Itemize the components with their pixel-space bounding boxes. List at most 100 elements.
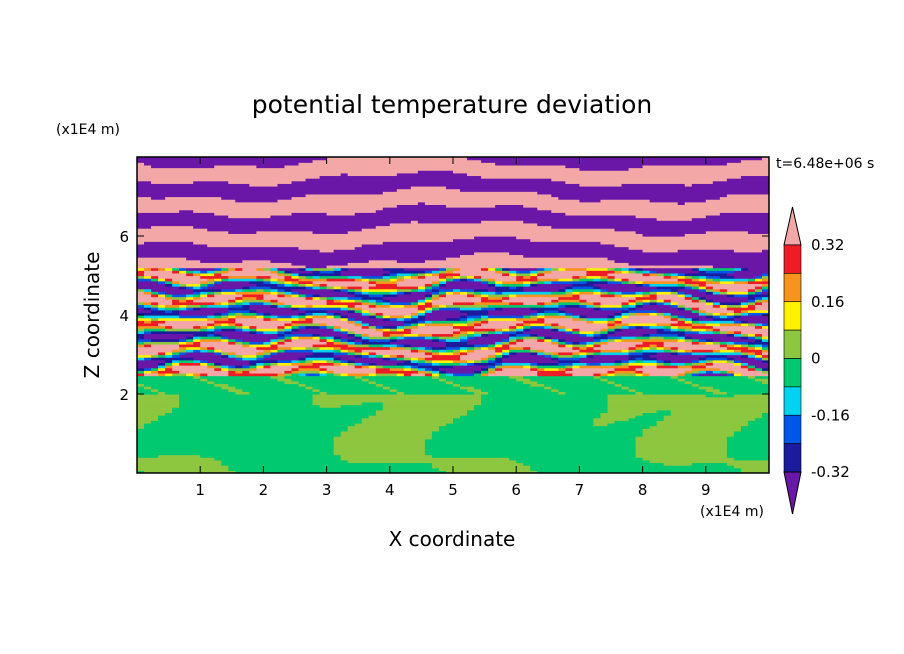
colorbar-segment bbox=[783, 244, 802, 274]
field-cell bbox=[333, 288, 342, 292]
field-cell bbox=[628, 359, 637, 363]
field-cell bbox=[263, 354, 272, 358]
field-cell bbox=[291, 346, 307, 350]
field-cell bbox=[137, 391, 159, 395]
field-cell bbox=[438, 293, 447, 298]
field-cell bbox=[396, 343, 405, 348]
field-cell bbox=[698, 357, 707, 361]
field-cell bbox=[467, 362, 475, 366]
field-cell bbox=[200, 280, 208, 284]
field-cell bbox=[726, 438, 769, 442]
field-cell bbox=[572, 365, 580, 369]
field-cell bbox=[312, 304, 349, 308]
field-cell bbox=[537, 283, 573, 287]
field-cell bbox=[474, 404, 609, 408]
field-cell bbox=[754, 275, 763, 279]
field-cell bbox=[186, 257, 447, 261]
field-cell bbox=[347, 351, 356, 356]
field-cell bbox=[403, 333, 419, 337]
field-cell bbox=[649, 199, 707, 203]
field-cell bbox=[642, 457, 735, 461]
field-cell bbox=[516, 293, 573, 298]
field-cell bbox=[347, 372, 370, 377]
field-cell bbox=[424, 446, 637, 450]
field-cell bbox=[607, 378, 679, 382]
field-cell bbox=[368, 336, 391, 340]
field-cell bbox=[586, 346, 595, 350]
field-cell bbox=[284, 164, 566, 169]
field-cell bbox=[445, 380, 454, 385]
field-cell bbox=[410, 322, 419, 327]
field-cell bbox=[151, 275, 159, 279]
field-cell bbox=[635, 312, 651, 316]
field-cell bbox=[642, 299, 651, 303]
field-cell bbox=[137, 454, 159, 458]
field-cell bbox=[705, 301, 714, 306]
field-cell bbox=[214, 365, 222, 369]
field-cell bbox=[172, 296, 187, 300]
field-cell bbox=[656, 299, 665, 303]
field-cell bbox=[137, 430, 342, 435]
field-cell bbox=[558, 299, 580, 303]
field-cell bbox=[221, 301, 229, 306]
field-cell bbox=[516, 338, 524, 342]
field-cell bbox=[137, 199, 236, 203]
field-cell bbox=[270, 341, 279, 345]
field-cell bbox=[179, 312, 215, 316]
field-cell bbox=[663, 299, 672, 303]
field-cell bbox=[298, 370, 321, 374]
field-cell bbox=[502, 299, 552, 303]
field-cell bbox=[488, 365, 496, 369]
field-cell bbox=[761, 249, 769, 253]
field-cell bbox=[333, 336, 342, 340]
field-cell bbox=[354, 338, 363, 342]
field-cell bbox=[221, 322, 229, 327]
field-cell bbox=[193, 291, 201, 295]
field-cell bbox=[565, 164, 644, 169]
field-cell bbox=[403, 343, 412, 348]
field-cell bbox=[340, 404, 384, 408]
field-cell bbox=[256, 309, 307, 313]
field-cell bbox=[375, 283, 398, 287]
field-cell bbox=[179, 304, 187, 308]
field-cell bbox=[460, 275, 468, 279]
field-cell bbox=[705, 394, 735, 398]
field-cell bbox=[368, 286, 419, 290]
field-cell bbox=[586, 317, 609, 321]
field-cell bbox=[389, 291, 398, 295]
field-cell bbox=[137, 362, 159, 366]
field-cell bbox=[481, 220, 524, 224]
y-unit-label: (x1E4 m) bbox=[56, 122, 120, 138]
field-cell bbox=[158, 391, 166, 395]
field-cell bbox=[445, 370, 475, 374]
field-cell bbox=[263, 315, 272, 319]
x-tick-label: 8 bbox=[638, 481, 648, 499]
field-cell bbox=[221, 315, 229, 319]
field-cell bbox=[600, 378, 609, 382]
field-cell bbox=[354, 343, 370, 348]
field-cell bbox=[600, 328, 609, 332]
field-cell bbox=[712, 299, 749, 303]
field-cell bbox=[312, 396, 482, 400]
x-tick-label: 1 bbox=[195, 481, 205, 499]
field-cell bbox=[607, 272, 644, 277]
field-cell bbox=[502, 267, 510, 271]
field-cell bbox=[761, 275, 769, 279]
field-cell bbox=[151, 180, 194, 184]
field-cell bbox=[698, 386, 714, 390]
field-cell bbox=[733, 315, 742, 319]
field-cell bbox=[684, 370, 693, 374]
field-cell bbox=[761, 349, 769, 353]
field-cell bbox=[712, 391, 728, 395]
field-cell bbox=[726, 462, 769, 466]
field-cell bbox=[726, 446, 769, 450]
field-cell bbox=[347, 362, 356, 366]
field-cell bbox=[579, 278, 595, 282]
field-cell bbox=[691, 383, 700, 387]
field-cell bbox=[396, 275, 405, 279]
field-cell bbox=[193, 286, 201, 290]
field-cell bbox=[340, 288, 349, 292]
field-cell bbox=[340, 336, 356, 340]
field-cell bbox=[733, 280, 749, 284]
field-cell bbox=[417, 312, 426, 316]
